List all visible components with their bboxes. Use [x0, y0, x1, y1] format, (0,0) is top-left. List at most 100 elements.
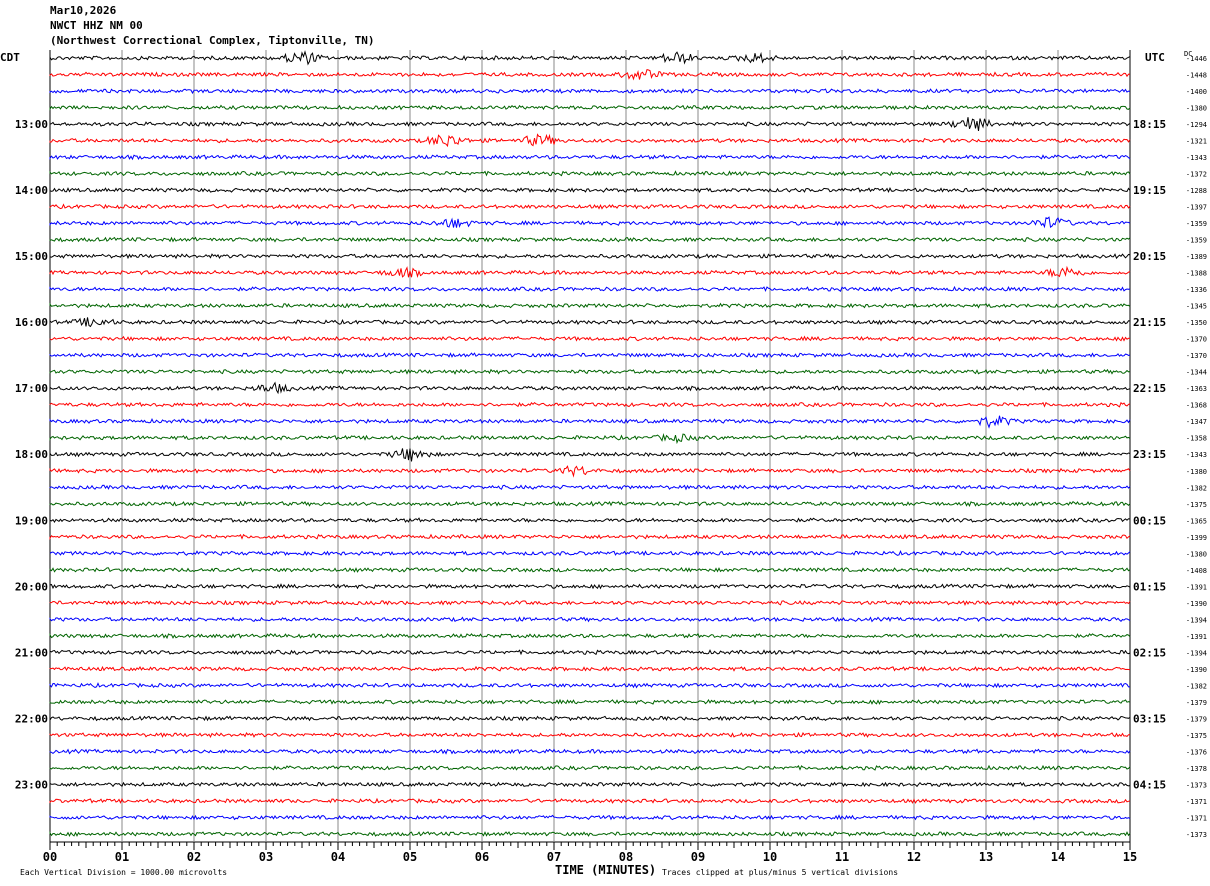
seismic-trace — [49, 50, 1131, 66]
dc-offset-label: -1379 — [1186, 715, 1207, 723]
dc-offset-label: -1379 — [1186, 699, 1207, 707]
seismic-trace — [49, 253, 1131, 260]
dc-offset-label: -1370 — [1186, 352, 1207, 360]
seismic-trace — [49, 781, 1131, 788]
footer-scale-note: Each Vertical Division = 1000.00 microvo… — [20, 868, 227, 877]
utc-hour-label: 23:15 — [1133, 448, 1166, 461]
location-label: (Northwest Correctional Complex, Tiptonv… — [50, 34, 375, 47]
dc-offset-label: -1446 — [1186, 55, 1207, 63]
seismic-trace — [49, 731, 1131, 739]
seismic-trace — [49, 88, 1131, 95]
seismic-trace — [49, 236, 1131, 243]
seismic-trace — [49, 335, 1130, 342]
dc-offset-label: -1394 — [1186, 649, 1207, 657]
cdt-hour-label: 17:00 — [15, 382, 48, 395]
seismic-trace — [49, 583, 1131, 590]
dc-offset-label: -1378 — [1186, 765, 1207, 773]
seismic-trace — [49, 448, 1131, 462]
dc-offset-label: -1368 — [1186, 402, 1207, 410]
seismic-trace — [49, 550, 1131, 557]
footer-clip-note: Traces clipped at plus/minus 5 vertical … — [662, 868, 898, 877]
x-tick-label: 13 — [979, 850, 993, 864]
seismic-trace — [49, 599, 1131, 606]
x-tick-label: 02 — [187, 850, 201, 864]
dc-offset-label: -1375 — [1186, 501, 1207, 509]
dc-offset-label: -1358 — [1186, 435, 1207, 443]
dc-offset-label: -1376 — [1186, 748, 1207, 756]
dc-offset-label: -1344 — [1186, 369, 1207, 377]
x-tick-label: 11 — [835, 850, 849, 864]
dc-offset-label: -1391 — [1186, 583, 1207, 591]
dc-offset-label: -1380 — [1186, 468, 1207, 476]
dc-offset-label: -1390 — [1186, 600, 1207, 608]
dc-offset-label: -1391 — [1186, 633, 1207, 641]
seismic-trace — [49, 154, 1131, 161]
dc-offset-label: -1363 — [1186, 385, 1207, 393]
seismic-trace — [49, 368, 1131, 375]
dc-offset-label: -1380 — [1186, 550, 1207, 558]
seismic-trace — [49, 170, 1131, 177]
x-tick-label: 00 — [43, 850, 57, 864]
seismic-trace — [49, 830, 1131, 837]
utc-hour-label: 22:15 — [1133, 382, 1166, 395]
seismic-trace — [49, 415, 1131, 429]
seismic-trace — [49, 68, 1131, 81]
dc-offset-label: -1371 — [1186, 798, 1207, 806]
x-tick-label: 12 — [907, 850, 921, 864]
dc-offset-label: -1382 — [1186, 682, 1207, 690]
utc-hour-label: 20:15 — [1133, 250, 1166, 263]
seismic-trace — [49, 797, 1131, 804]
seismic-trace — [49, 517, 1131, 524]
dc-offset-label: -1371 — [1186, 814, 1207, 822]
dc-offset-label: -1343 — [1186, 451, 1207, 459]
seismic-trace — [49, 381, 1131, 395]
utc-hour-label: 18:15 — [1133, 118, 1166, 131]
seismic-trace — [49, 682, 1130, 689]
dc-offset-label: -1365 — [1186, 517, 1207, 525]
dc-offset-label: -1345 — [1186, 303, 1207, 311]
cdt-hour-label: 18:00 — [15, 448, 48, 461]
utc-hour-label: 00:15 — [1133, 514, 1166, 527]
x-tick-label: 04 — [331, 850, 345, 864]
cdt-hour-label: 23:00 — [15, 778, 48, 791]
x-axis-title: TIME (MINUTES) — [555, 863, 656, 877]
cdt-hour-label: 19:00 — [15, 514, 48, 527]
seismic-trace — [49, 187, 1131, 194]
seismic-trace — [49, 764, 1131, 771]
seismic-trace — [49, 632, 1131, 640]
cdt-hour-label: 20:00 — [15, 580, 48, 593]
seismic-trace — [49, 616, 1131, 623]
utc-hour-label: 02:15 — [1133, 646, 1166, 659]
cdt-hour-label: 13:00 — [15, 118, 48, 131]
dc-offset-label: -1359 — [1186, 237, 1207, 245]
utc-hour-label: 03:15 — [1133, 712, 1166, 725]
dc-offset-label: -1394 — [1186, 616, 1207, 624]
seismic-trace — [49, 401, 1131, 408]
x-tick-label: 14 — [1051, 850, 1065, 864]
dc-offset-label: -1373 — [1186, 831, 1207, 839]
seismic-trace — [49, 317, 1131, 328]
utc-axis-label: UTC — [1145, 51, 1165, 64]
x-tick-label: 05 — [403, 850, 417, 864]
seismic-trace — [49, 814, 1131, 821]
dc-offset-label: -1373 — [1186, 781, 1207, 789]
seismic-trace — [49, 533, 1131, 541]
seismic-trace — [49, 302, 1131, 309]
seismic-trace — [49, 104, 1131, 111]
dc-offset-label: -1390 — [1186, 666, 1207, 674]
dc-offset-label: -1336 — [1186, 286, 1207, 294]
x-tick-label: 09 — [691, 850, 705, 864]
seismic-trace — [49, 715, 1131, 722]
dc-offset-label: -1288 — [1186, 187, 1207, 195]
utc-hour-label: 19:15 — [1133, 184, 1166, 197]
dc-offset-label: -1399 — [1186, 534, 1207, 542]
utc-hour-label: 04:15 — [1133, 778, 1166, 791]
seismic-trace — [49, 566, 1131, 573]
dc-offset-label: -1448 — [1186, 72, 1207, 80]
dc-offset-label: -1321 — [1186, 138, 1207, 146]
utc-hour-label: 21:15 — [1133, 316, 1166, 329]
seismic-trace — [49, 484, 1131, 491]
seismic-trace — [49, 117, 1131, 131]
dc-offset-label: -1359 — [1186, 220, 1207, 228]
seismic-trace — [49, 216, 1131, 229]
